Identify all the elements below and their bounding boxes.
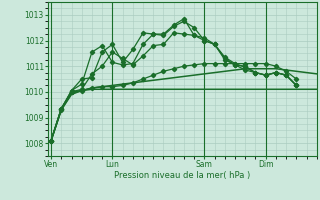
X-axis label: Pression niveau de la mer( hPa ): Pression niveau de la mer( hPa ) [114,171,251,180]
